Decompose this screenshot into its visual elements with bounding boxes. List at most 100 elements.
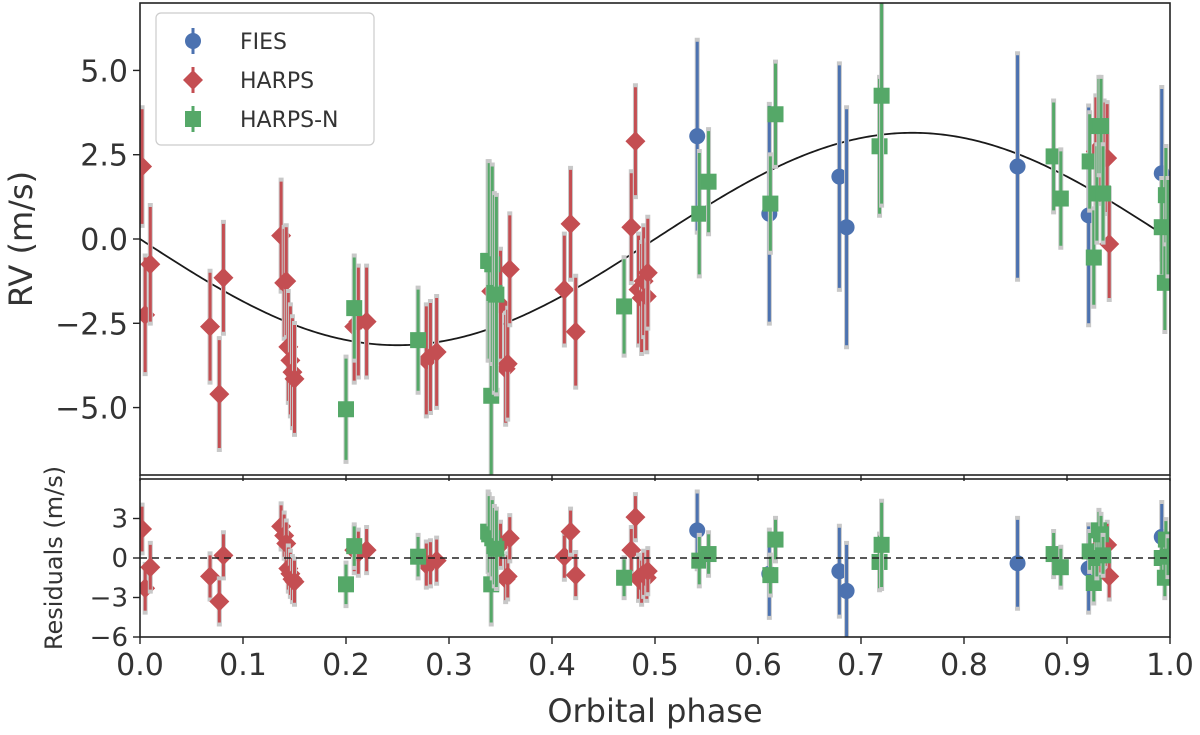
x-tick-label: 0.5 <box>631 648 679 683</box>
rv-point-harps <box>276 271 297 292</box>
rv-point-harps-n <box>1085 249 1102 266</box>
rv-point-harps <box>426 341 447 362</box>
residuals-panel: −6 −3 0 3 Residuals (m/s) <box>40 466 1171 653</box>
residuals-point-harps <box>565 565 586 586</box>
residuals-point-harps <box>560 521 581 542</box>
rv-point-harps <box>497 353 518 374</box>
rv-point-harps <box>637 262 658 283</box>
rv-point-harps-n <box>1045 148 1062 165</box>
rv-point-harps <box>356 311 377 332</box>
residuals-point-harps-n <box>410 548 427 565</box>
rv-point-harps <box>209 384 230 405</box>
residuals-point-harps <box>213 545 234 566</box>
rv-point-harps <box>625 131 646 152</box>
rv-point-harps-n <box>700 173 717 190</box>
rv-point-harps <box>140 304 156 325</box>
rv-point-harps-n <box>410 332 427 349</box>
residuals-point-harps <box>140 578 156 599</box>
residuals-point-harps <box>284 571 305 592</box>
residuals-y-tick-label: −3 <box>90 584 128 614</box>
residuals-point-harps-n <box>338 576 354 593</box>
rv-point-harps-n <box>691 205 708 222</box>
residuals-point-harps-n <box>1159 548 1170 565</box>
residuals-point-harps-n <box>767 531 784 548</box>
rv-y-axis-label: RV (m/s) <box>2 171 40 307</box>
residuals-point-harps-n <box>616 569 633 586</box>
residuals-point-harps <box>200 566 221 587</box>
rv-point-fies <box>689 128 706 145</box>
legend-label-harps: HARPS <box>240 69 314 94</box>
rv-panel: −5.0 −2.5 0.0 2.5 5.0 RV (m/s) <box>2 2 1171 476</box>
rv-point-harps-n <box>1081 153 1098 170</box>
residuals-y-tick-label: −6 <box>90 623 128 653</box>
rv-y-tick-label: 5.0 <box>80 54 128 89</box>
x-tick-label: 0.8 <box>940 648 988 683</box>
rv-point-harps <box>554 279 575 300</box>
rv-point-harps-n <box>338 401 354 418</box>
rv-point-harps-n <box>1095 185 1112 202</box>
legend-marker-harps-n <box>185 111 201 127</box>
rv-y-tick-label: 0.0 <box>80 223 128 258</box>
rv-point-harps <box>560 213 581 234</box>
rv-point-harps-n <box>488 286 505 303</box>
x-tick-label: 0.4 <box>528 648 576 683</box>
legend-label-harps-n: HARPS-N <box>240 108 339 133</box>
residuals-y-axis-label: Residuals (m/s) <box>40 466 68 650</box>
x-axis-label: Orbital phase <box>547 692 762 730</box>
x-tick-label: 0.1 <box>219 648 267 683</box>
residuals-point-harps-n <box>700 546 717 563</box>
legend-label-fies: FIES <box>240 30 287 55</box>
rv-point-harps <box>140 156 153 177</box>
residuals-point-harps-n <box>762 567 779 584</box>
rv-point-harps <box>565 321 586 342</box>
residuals-point-harps <box>209 591 230 612</box>
rv-point-fies <box>1009 158 1026 175</box>
rv-y-tick-label: 2.5 <box>80 139 128 174</box>
rv-point-harps-n <box>1159 219 1170 236</box>
rv-point-fies <box>831 168 848 185</box>
legend-frame <box>155 12 375 146</box>
residuals-point-fies <box>831 563 848 580</box>
legend-marker-fies <box>185 33 201 49</box>
residuals-point-harps <box>497 566 518 587</box>
rv-point-harps-n <box>616 298 633 315</box>
rv-point-harps <box>140 254 161 275</box>
rv-point-fies <box>838 219 855 236</box>
residuals-point-harps <box>140 557 161 578</box>
rv-point-harps-n <box>1156 274 1170 291</box>
residuals-point-harps <box>426 550 447 571</box>
x-tick-label: 1.0 <box>1146 648 1194 683</box>
rv-point-harps-n <box>873 87 890 104</box>
residuals-point-harps <box>625 507 646 528</box>
residuals-point-harps-n <box>346 538 363 555</box>
x-tick-label: 0.7 <box>837 648 885 683</box>
residuals-y-tick-label: 0 <box>111 544 128 574</box>
legend: FIES HARPS HARPS-N <box>155 12 375 146</box>
residuals-point-harps <box>140 519 153 540</box>
legend-marker-harps <box>183 70 203 90</box>
x-tick-label: 0.3 <box>425 648 473 683</box>
residuals-y-tick-label: 3 <box>111 505 128 535</box>
x-tick-label: 0.0 <box>116 648 164 683</box>
residuals-point-harps-n <box>1085 575 1102 592</box>
residuals-point-harps-n <box>1095 547 1112 564</box>
residuals-point-harps-n <box>873 536 890 553</box>
rv-point-harps-n <box>762 195 779 212</box>
residuals-point-harps <box>637 561 658 582</box>
residuals-point-fies <box>1009 555 1026 572</box>
rv-point-harps-n <box>1052 190 1069 207</box>
model-curve <box>140 131 1170 347</box>
residuals-point-harps <box>499 528 520 549</box>
residuals-point-harps-n <box>488 540 505 557</box>
rv-point-harps-n <box>346 300 363 317</box>
x-tick-label: 0.2 <box>322 648 370 683</box>
residuals-point-fies <box>838 582 855 599</box>
rv-y-tick-label: −5.0 <box>55 392 128 427</box>
x-tick-label: 0.9 <box>1043 648 1091 683</box>
rv-point-harps <box>499 259 520 280</box>
rv-point-harps <box>213 267 234 288</box>
rv-y-tick-label: −2.5 <box>55 307 128 342</box>
rv-point-harps <box>200 316 221 337</box>
residuals-point-harps-n <box>1052 559 1069 576</box>
